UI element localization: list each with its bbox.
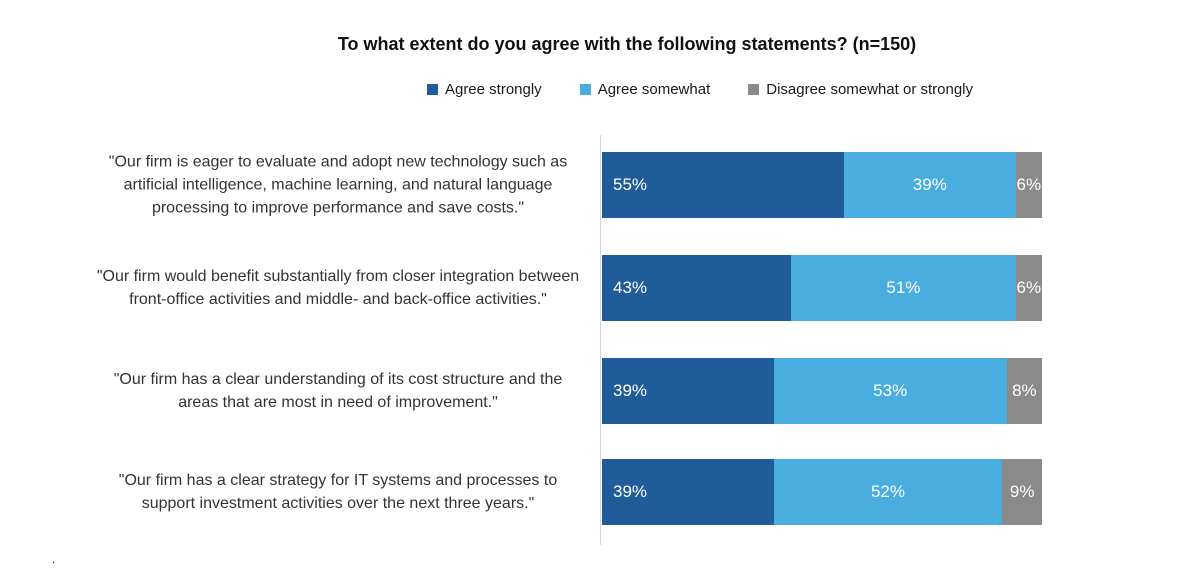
bar-segment-label: 39%	[912, 175, 947, 194]
bar-segment-label: 51%	[886, 278, 921, 297]
legend-item: Agree strongly	[426, 81, 542, 98]
bar-segment: 6%	[1015, 255, 1042, 321]
chart-title: To what extent do you agree with the fol…	[337, 34, 917, 54]
legend-label: Agree somewhat	[597, 81, 711, 98]
stacked-bar: 39% 52% 9%	[602, 459, 1042, 525]
y-axis-line	[600, 135, 601, 545]
legend-marker-icon	[579, 84, 591, 95]
bar-segment-label: 55%	[613, 175, 648, 194]
bar-row: "Our firm would benefit substantially fr…	[0, 255, 1204, 321]
bar-segment-label: 8%	[1012, 381, 1037, 400]
category-label: "Our firm would benefit substantially fr…	[96, 268, 580, 308]
bar-segment-label: 43%	[613, 278, 648, 297]
bar-segment-label: 6%	[1016, 175, 1042, 194]
stacked-bar: 43% 51% 6%	[602, 255, 1042, 321]
category-label: "Our firm has a clear strategy for IT sy…	[118, 472, 558, 512]
bar-segment-label: 53%	[873, 381, 908, 400]
stacked-bar: 55% 39% 6%	[602, 152, 1042, 218]
bar-segment-label: 9%	[1009, 482, 1035, 501]
bar-segment: 8%	[1006, 358, 1042, 424]
bar-segment-label: 39%	[613, 482, 648, 501]
category-label: "Our firm has a clear understanding of i…	[113, 371, 563, 411]
bar-segment: 39%	[844, 152, 1016, 218]
category-label: "Our firm is eager to evaluate and adopt…	[108, 153, 568, 217]
bar-segment-label: 52%	[870, 482, 905, 501]
stray-period: .	[52, 552, 56, 566]
bar-segment-label: 39%	[613, 381, 648, 400]
bar-segment-label: 6%	[1016, 278, 1042, 297]
bar-segment: 53%	[773, 358, 1007, 424]
legend-label: Disagree somewhat or strongly	[766, 81, 974, 98]
legend-item: Agree somewhat	[579, 81, 711, 98]
legend-item: Disagree somewhat or strongly	[748, 81, 973, 98]
bar-segment: 55%	[602, 152, 844, 218]
bar-segment: 39%	[602, 358, 774, 424]
bar-segment: 6%	[1015, 152, 1042, 218]
legend-label: Agree strongly	[444, 81, 542, 98]
bar-segment: 39%	[602, 459, 774, 525]
bar-row: "Our firm is eager to evaluate and adopt…	[0, 152, 1204, 218]
bar-row: "Our firm has a clear strategy for IT sy…	[0, 459, 1204, 525]
stacked-bar: 39% 53% 8%	[602, 358, 1042, 424]
bar-row: "Our firm has a clear understanding of i…	[0, 358, 1204, 424]
bar-segment: 52%	[773, 459, 1003, 525]
legend-marker-icon	[748, 84, 760, 95]
bar-segment: 51%	[791, 255, 1016, 321]
bar-segment: 9%	[1002, 459, 1042, 525]
legend-marker-icon	[426, 84, 438, 95]
legend: Agree strongly Agree somewhat Disagree som…	[196, 81, 1204, 98]
bar-segment: 43%	[602, 255, 792, 321]
